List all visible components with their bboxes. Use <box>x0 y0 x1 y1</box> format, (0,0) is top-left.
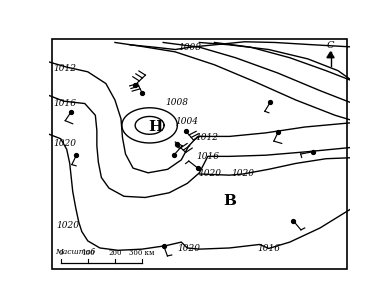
Text: 1020: 1020 <box>198 170 221 178</box>
Text: В: В <box>223 194 236 208</box>
Text: 300 км: 300 км <box>129 249 155 257</box>
Text: 1020: 1020 <box>177 244 200 253</box>
Text: 1016: 1016 <box>54 99 77 108</box>
Text: Масштаб: Масштаб <box>54 248 95 256</box>
Text: 1004: 1004 <box>175 117 198 126</box>
Text: 0: 0 <box>58 249 63 257</box>
Text: 1020: 1020 <box>57 221 80 230</box>
Text: 1020: 1020 <box>54 139 77 148</box>
Text: 200: 200 <box>108 249 122 257</box>
Text: 1012: 1012 <box>195 133 218 142</box>
Polygon shape <box>327 52 334 58</box>
Text: С: С <box>327 41 334 49</box>
Text: 100: 100 <box>81 249 95 257</box>
Text: 1008: 1008 <box>178 43 201 52</box>
Text: 1016: 1016 <box>196 152 219 161</box>
Text: 1012: 1012 <box>54 64 77 73</box>
Text: 1008: 1008 <box>165 98 188 107</box>
Text: 1016: 1016 <box>257 244 280 253</box>
Text: 1020: 1020 <box>231 170 254 178</box>
Text: Н: Н <box>149 120 163 134</box>
